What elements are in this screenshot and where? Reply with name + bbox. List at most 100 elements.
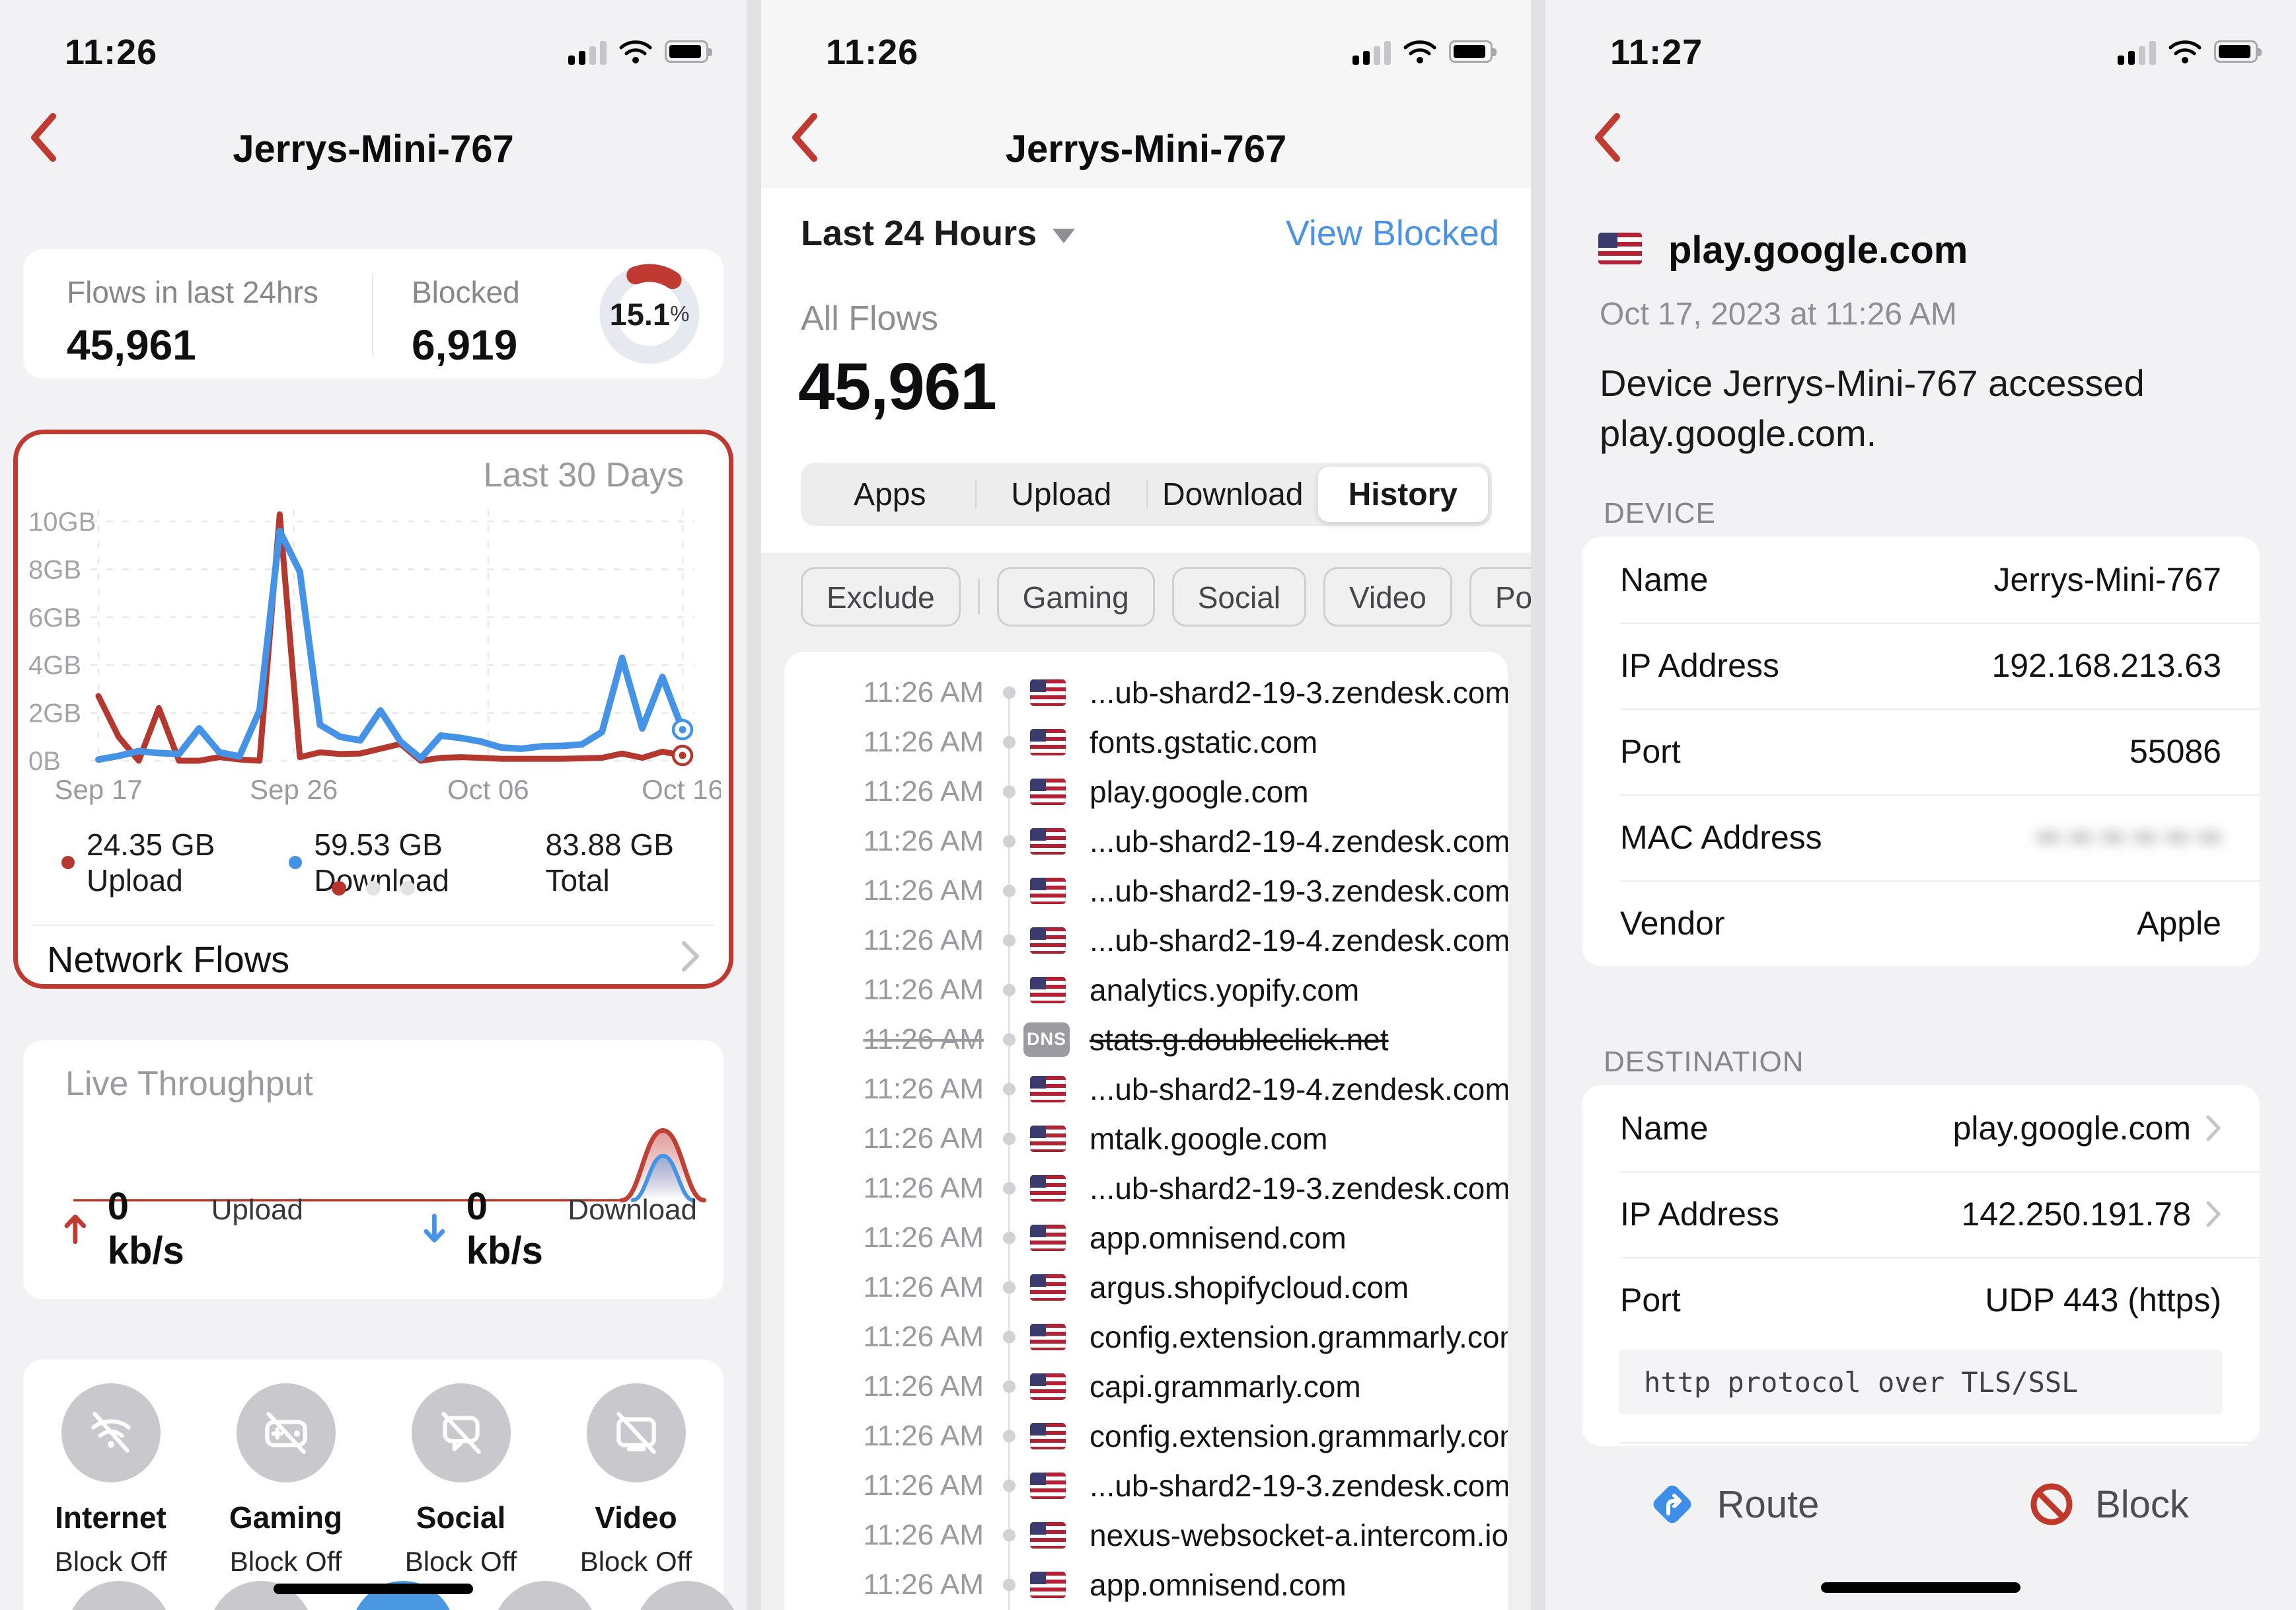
time-range-dropdown[interactable]: Last 24 Hours [801,213,1076,254]
block-toggle-video[interactable]: Video Block Off [548,1383,723,1578]
flow-row[interactable]: 11:26 AM fonts.gstatic.com [784,717,1508,767]
flow-row[interactable]: 11:26 AM config.extension.grammarly.com [784,1411,1508,1461]
block-state: Block Off [229,1546,342,1577]
home-indicator[interactable] [274,1584,473,1594]
us-flag-icon [1030,1274,1066,1301]
flow-row[interactable]: 11:26 AM ...ub-shard2-19-4.zendesk.com [784,816,1508,866]
social-off-icon [411,1383,511,1482]
back-button[interactable] [789,111,829,164]
back-button[interactable] [1592,111,1631,164]
route-icon [1653,1485,1691,1523]
flow-time: 11:26 AM [863,775,984,808]
filter-chip-social[interactable]: Social [1171,567,1307,627]
home-indicator[interactable] [1821,1582,2020,1593]
info-row-port: Port UDP 443 (https) [1582,1257,2260,1343]
timeline-dot [1003,736,1016,748]
us-flag-icon [1030,1125,1066,1152]
us-flag-icon [1030,728,1066,755]
info-row-ip-address: IP Address 192.168.213.63 [1582,623,2260,709]
usage-chart-card[interactable]: Last 30 Days 10GB 8GB 6GB 4GB 2GB 0B Sep 17 Sep… [13,430,733,989]
timeline-dot [1003,1430,1016,1442]
flow-row[interactable]: 11:26 AM ...ub-shard2-19-3.zendesk.com [784,1163,1508,1213]
flow-row[interactable]: 11:26 AM argus.shopifycloud.com [784,1262,1508,1312]
destination-info-card: Name play.google.com IP Address 142.250.191… [1582,1085,2260,1446]
flow-time: 11:26 AM [863,1518,984,1551]
flows-history-screen: 11:26 Jerrys-Mini-767 Last 24 Hours View… [761,0,1531,1610]
flow-time: 11:26 AM [863,1469,984,1502]
info-label: IP Address [1620,1196,1779,1233]
chevron-left-icon [31,113,56,162]
flow-domain: argus.shopifycloud.com [1090,1270,1409,1305]
info-value: 55086 [2129,733,2221,770]
filter-chip-exclude[interactable]: Exclude [801,567,961,627]
tab-upload[interactable]: Upload [1011,477,1112,512]
flow-row[interactable]: 11:26 AM capi.grammarly.com [784,1361,1508,1411]
page-title: Jerrys-Mini-767 [1005,128,1287,171]
flow-row[interactable]: 11:26 AM nexus-websocket-a.intercom.io [784,1510,1508,1560]
tab-history[interactable]: History [1317,467,1488,522]
network-flows-row[interactable]: Network Flows [18,926,729,984]
network-flows-label: Network Flows [47,939,290,980]
flow-row[interactable]: 11:26 AM ...ub-shard2-19-3.zendesk.com [784,668,1508,717]
flow-row[interactable]: 11:26 AM app.omnisend.com [784,1213,1508,1262]
route-button[interactable]: Route [1545,1445,1921,1564]
carousel-dots[interactable] [18,881,729,896]
flow-time: 11:26 AM [863,725,984,758]
download-legend-dot [289,856,303,869]
filter-chip-video[interactable]: Video [1323,567,1452,627]
flows-list: 11:26 AM ...ub-shard2-19-3.zendesk.com 11:… [784,668,1508,1610]
svg-text:10GB: 10GB [28,508,96,537]
flow-domain: ...ub-shard2-19-4.zendesk.com [1090,1071,1508,1106]
us-flag-icon [1030,927,1066,954]
block-toggle-internet[interactable]: Internet Block Off [23,1383,198,1578]
us-flag-icon [1030,1422,1066,1449]
flow-row[interactable]: 11:26 AM ...ub-shard2-19-4.zendesk.com [784,1064,1508,1114]
flow-domain: ...ub-shard2-19-4.zendesk.com [1090,923,1508,958]
tab-separator [975,480,977,509]
svg-text:8GB: 8GB [28,555,81,584]
flow-row[interactable]: 11:26 AM ...ub-shard2-19-3.zendesk.com [784,866,1508,915]
timeline-dot [1003,1330,1016,1343]
info-row-ip-address[interactable]: IP Address 142.250.191.78 [1582,1171,2260,1257]
cellular-icon [2118,38,2156,65]
wifi-icon [1403,40,1436,63]
flow-row[interactable]: 11:26 AM DNS stats.g.doubleclick.net [784,1015,1508,1064]
flow-row[interactable]: 11:26 AM analytics.yopify.com [784,965,1508,1015]
timeline-dot [1003,1380,1016,1393]
download-speed-value: 0 kb/s [466,1185,543,1272]
flow-row[interactable]: 11:26 AM app.omnisend.com [784,1560,1508,1609]
block-toggle-gaming[interactable]: Gaming Block Off [198,1383,373,1578]
back-button[interactable] [28,111,67,164]
blocked-label: Blocked [412,275,520,309]
flow-row[interactable]: 11:26 AM mtalk.google.com [784,1114,1508,1163]
chevron-right-icon [2206,1115,2221,1141]
internet-off-icon [61,1383,161,1482]
info-row-vendor: Vendor Apple [1582,880,2260,966]
timeline-dot [1003,934,1016,946]
view-blocked-link[interactable]: View Blocked [1285,213,1499,253]
flow-row[interactable]: 11:26 AM ...ub-shard2-19-3.zendesk.com [784,1461,1508,1510]
tab-apps[interactable]: Apps [854,477,926,512]
tab-download[interactable]: Download [1162,477,1304,512]
svg-text:6GB: 6GB [28,603,81,632]
block-toggle-social[interactable]: Social Block Off [373,1383,548,1578]
flow-time: 11:26 AM [863,675,984,709]
svg-text:4GB: 4GB [28,651,81,680]
us-flag-icon [1030,1323,1066,1350]
flow-row[interactable]: 11:26 AM ...ub-shard2-19-4.zendesk.com [784,915,1508,965]
page-title: Jerrys-Mini-767 [233,128,514,171]
chevron-right-icon [682,941,699,972]
filter-chip-gaming[interactable]: Gaming [996,567,1155,627]
timeline-dot [1003,686,1016,699]
timeline-line [1008,689,1010,1610]
flow-row[interactable]: 11:26 AM config.extension.grammarly.com [784,1312,1508,1361]
filter-chip-por[interactable]: Por [1469,567,1531,627]
download-throughput: 0 kb/s Download [422,1184,697,1273]
info-label: Name [1620,561,1709,598]
flow-row[interactable]: 11:26 AM play.google.com [784,767,1508,816]
timeline-dot [1003,1479,1016,1492]
block-button[interactable]: Block [1921,1445,2296,1564]
timeline-dot [1003,1033,1016,1046]
info-row-name[interactable]: Name play.google.com [1582,1085,2260,1171]
